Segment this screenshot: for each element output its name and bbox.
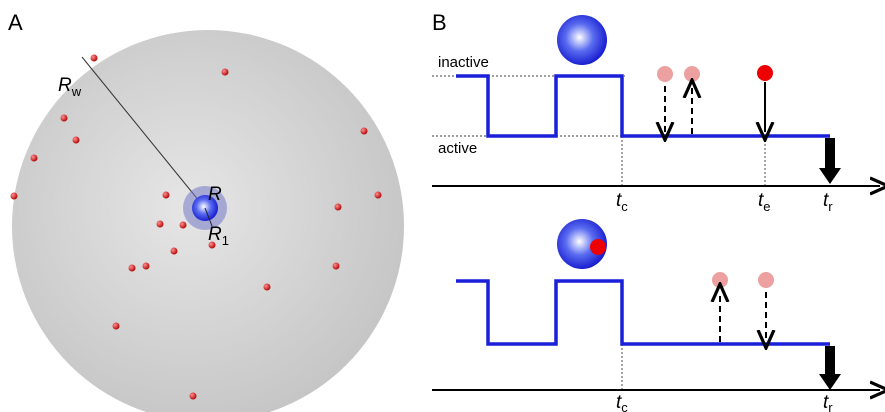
subscript: r — [828, 199, 833, 214]
particle — [557, 15, 607, 65]
ligand — [684, 66, 700, 82]
panel-label: A — [8, 10, 23, 35]
time-label: tc — [616, 190, 628, 214]
state-trace — [456, 281, 830, 344]
end-arrow — [819, 138, 841, 184]
ligand — [712, 272, 728, 288]
bound-ligand — [590, 239, 606, 255]
figure: A Rw R R1 B inactive active tc te tr tc — [0, 0, 885, 412]
symbol: R — [58, 75, 72, 96]
panel-label: B — [432, 10, 447, 35]
time-label: tr — [823, 190, 833, 214]
state-label: inactive — [438, 54, 489, 71]
symbol: R — [208, 224, 222, 245]
subscript: 1 — [222, 233, 229, 248]
page: A Rw R R1 B inactive active tc te tr tc — [0, 0, 885, 412]
ligand — [758, 272, 774, 288]
time-label: tr — [823, 392, 833, 412]
end-arrow — [819, 346, 841, 390]
time-label: tc — [616, 392, 628, 412]
state-label: active — [438, 140, 477, 157]
symbol: R — [208, 184, 222, 205]
subscript: e — [763, 199, 770, 214]
subscript: r — [828, 400, 833, 412]
subscript: c — [621, 400, 628, 412]
ligand — [757, 65, 773, 81]
outer-radius-label: Rw — [58, 75, 82, 99]
subscript: c — [621, 199, 628, 214]
state-trace — [456, 76, 830, 136]
ligand — [657, 66, 673, 82]
time-label: te — [758, 190, 771, 214]
subscript: w — [71, 84, 82, 99]
particle-radius-label: R — [208, 184, 222, 205]
